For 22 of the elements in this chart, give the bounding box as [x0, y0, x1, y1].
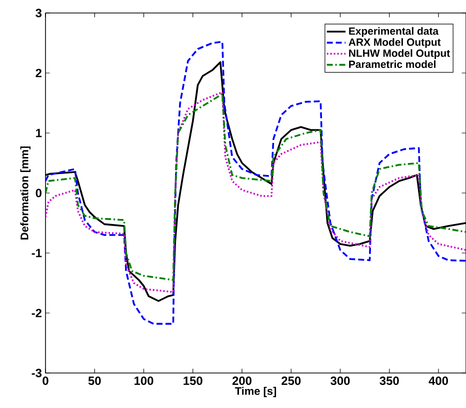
x-tick-label: 50 [88, 376, 101, 385]
y-tick-label: 1 [36, 128, 42, 138]
y-tick-label: 0 [36, 188, 42, 198]
y-tick-label: -1 [32, 248, 42, 258]
x-tick-label: 200 [232, 376, 252, 385]
legend-label: Experimental data [349, 27, 439, 37]
x-tick-label: 150 [184, 376, 202, 385]
x-tick-label: 0 [42, 376, 48, 385]
legend-label: Parametric model [349, 60, 436, 68]
x-axis-title: Time [s] [234, 386, 276, 398]
y-tick-label: -2 [32, 308, 42, 318]
legend-label: NLHW Model Output [349, 49, 450, 59]
x-tick-label: 350 [380, 376, 399, 386]
y-tick-label: 3 [36, 8, 42, 18]
y-tick-label: -3 [32, 368, 42, 378]
x-tick-label: 250 [282, 376, 301, 385]
legend-label: ARX Model Output [348, 38, 441, 48]
x-tick-label: 100 [134, 376, 154, 385]
y-tick-label: 2 [36, 68, 42, 78]
y-axis-title: Deformation [mm] [20, 146, 30, 240]
x-tick-label: 300 [330, 376, 350, 386]
x-tick-label: 400 [428, 376, 448, 385]
